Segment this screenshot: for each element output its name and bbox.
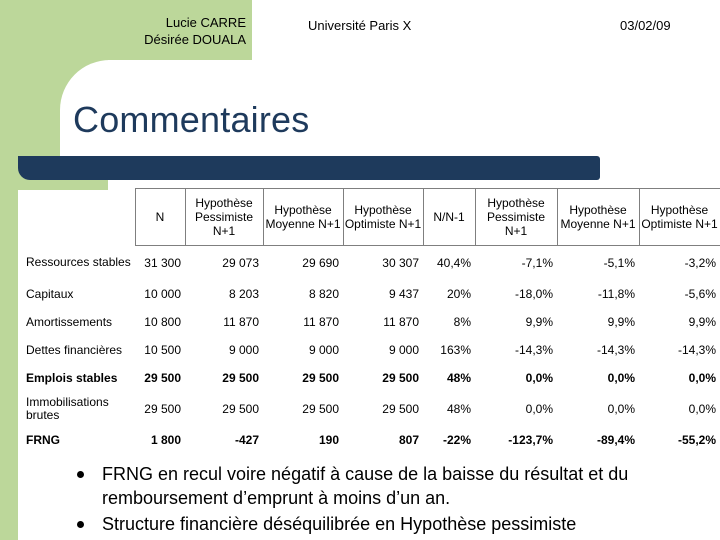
table-cell: 11 870: [303, 315, 339, 329]
row-label: Capitaux: [26, 286, 74, 301]
table-row: Dettes financières 10 500 9 000 9 000 9 …: [22, 336, 720, 364]
table-cell: 29 500: [302, 371, 339, 385]
table-cell: 29 500: [144, 402, 181, 416]
table-cell: 10 800: [144, 315, 181, 329]
table-cell: 0,0%: [688, 402, 716, 416]
bullet-item: Structure financière déséquilibrée en Hy…: [77, 512, 700, 536]
author-line-2: Désirée DOUALA: [144, 32, 246, 47]
header-cell: N: [134, 188, 186, 246]
left-decorative-band: [0, 0, 18, 540]
table-row: Emplois stables 29 500 29 500 29 500 29 …: [22, 364, 720, 392]
table-cell: 11 870: [383, 315, 419, 329]
table-cell: -18,0%: [514, 287, 553, 301]
table-cell: 0,0%: [525, 371, 553, 385]
header-cell: Hypothèse Optimiste N+1: [638, 188, 720, 246]
table-cell: 10 000: [144, 287, 181, 301]
table-cell: -5,1%: [603, 256, 635, 270]
table-cell: -14,3%: [596, 343, 635, 357]
table-cell: -11,8%: [597, 287, 635, 301]
table-cell: 0,0%: [688, 371, 716, 385]
author-line-1: Lucie CARRE: [165, 15, 246, 30]
bullet-dot-icon: [77, 521, 84, 528]
table-cell: 31 300: [144, 256, 181, 270]
table-cell: 9,9%: [688, 315, 716, 329]
header-cell: Hypothèse Pessimiste N+1: [184, 188, 264, 246]
table-cell: -123,7%: [508, 433, 553, 447]
row-label: Emplois stables: [26, 370, 118, 385]
bullet-text: Structure financière déséquilibrée en Hy…: [102, 514, 577, 534]
table-cell: 807: [398, 433, 419, 447]
table-cell: 0,0%: [607, 402, 635, 416]
row-label: Amortissements: [26, 314, 113, 329]
table-row: Amortissements 10 800 11 870 11 870 11 8…: [22, 308, 720, 336]
author-box: Lucie CARRE Désirée DOUALA: [18, 0, 252, 60]
table-row: FRNG 1 800 -427 190 807 -22% -123,7% -89…: [22, 426, 720, 454]
table-cell: -3,2%: [684, 256, 716, 270]
bullet-item: FRNG en recul voire négatif à cause de l…: [77, 462, 700, 510]
page-title: Commentaires: [73, 99, 310, 140]
table-cell: 10 500: [144, 343, 181, 357]
date-label: 03/02/09: [620, 18, 671, 33]
table-cell: 11 870: [223, 315, 259, 329]
bullet-dot-icon: [77, 471, 84, 478]
financial-table: N Hypothèse Pessimiste N+1 Hypothèse Moy…: [22, 188, 720, 454]
table-row: Capitaux 10 000 8 203 8 820 9 437 20% -1…: [22, 280, 720, 308]
table-cell: 40,4%: [436, 256, 471, 270]
table-cell: 29 073: [222, 256, 259, 270]
table-cell: -427: [234, 433, 259, 447]
table-cell: -14,3%: [677, 343, 716, 357]
row-label: Ressources stables: [26, 255, 131, 270]
bullet-list: FRNG en recul voire négatif à cause de l…: [77, 462, 700, 536]
table-cell: 8%: [453, 315, 471, 329]
bullet-text: FRNG en recul voire négatif à cause de l…: [102, 464, 629, 508]
table-cell: 163%: [440, 343, 471, 357]
table-cell: 1 800: [150, 433, 181, 447]
table-row: Immobilisations brutes 29 500 29 500 29 …: [22, 392, 720, 426]
table-cell: 8 203: [228, 287, 259, 301]
table-cell: 29 500: [222, 371, 259, 385]
table-cell: -22%: [442, 433, 471, 447]
table-cell: 29 500: [382, 402, 419, 416]
header-cell: N/N-1: [422, 188, 476, 246]
header-cell: Hypothèse Optimiste N+1: [342, 188, 424, 246]
table-cell: -14,3%: [514, 343, 553, 357]
table-cell: 9,9%: [607, 315, 635, 329]
table-cell: -7,1%: [521, 256, 553, 270]
table-cell: 0,0%: [525, 402, 553, 416]
table-cell: 9 000: [388, 343, 419, 357]
table-cell: 8 820: [308, 287, 339, 301]
table-cell: 0,0%: [607, 371, 635, 385]
table-cell: 190: [318, 433, 339, 447]
table-cell: 30 307: [382, 256, 419, 270]
table-cell: 29 500: [302, 402, 339, 416]
author-names: Lucie CARRE Désirée DOUALA: [144, 14, 246, 48]
table-cell: 9 000: [308, 343, 339, 357]
header-cell-empty: [22, 189, 135, 246]
table-cell: -55,2%: [677, 433, 716, 447]
row-label: FRNG: [26, 432, 60, 447]
university-label: Université Paris X: [308, 18, 412, 33]
table-cell: 9 437: [388, 287, 419, 301]
row-label: Immobilisations brutes: [26, 395, 109, 422]
table-header-row: N Hypothèse Pessimiste N+1 Hypothèse Moy…: [22, 188, 720, 246]
table-cell: 9 000: [228, 343, 259, 357]
header-cell: Hypothèse Pessimiste N+1: [474, 188, 558, 246]
table-cell: 29 500: [144, 371, 181, 385]
table-cell: -5,6%: [684, 287, 716, 301]
table-cell: 48%: [446, 371, 471, 385]
table-cell: 9,9%: [525, 315, 553, 329]
table-cell: 48%: [446, 402, 471, 416]
table-row: Ressources stables 31 300 29 073 29 690 …: [22, 246, 720, 281]
table-cell: 20%: [446, 287, 471, 301]
row-label: Dettes financières: [26, 342, 123, 357]
header-cell: Hypothèse Moyenne N+1: [262, 188, 344, 246]
table-cell: 29 500: [222, 402, 259, 416]
title-underline-bar: [18, 156, 600, 180]
table-cell: -89,4%: [596, 433, 635, 447]
table-cell: 29 690: [302, 256, 339, 270]
table-cell: 29 500: [382, 371, 419, 385]
header-cell: Hypothèse Moyenne N+1: [556, 188, 640, 246]
